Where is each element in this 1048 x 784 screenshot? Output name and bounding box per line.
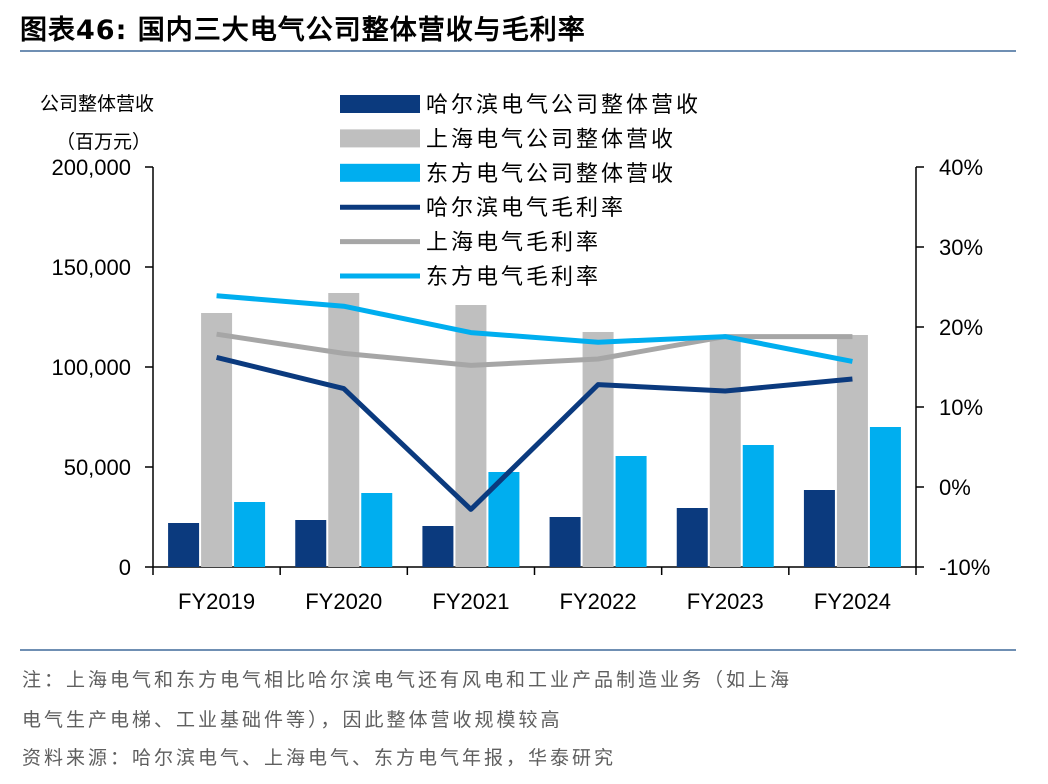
chart: 公司整体营收 （百万元） 0 50,000 100,000 150,000 200,00… (40, 93, 990, 614)
footer-divider (20, 649, 1016, 651)
bar-series0-FY2024 (803, 490, 835, 567)
bar-series0-FY2022 (549, 517, 581, 567)
legend-label: 东方电气毛利率 (426, 265, 601, 290)
bar-series2-FY2023 (742, 445, 774, 567)
legend-swatch-bar (340, 163, 420, 182)
lines (215, 293, 853, 512)
bar-series0-FY2019 (168, 523, 200, 567)
legend-swatch-bar (340, 129, 420, 148)
axes: 0 50,000 100,000 150,000 200,000 -10% 0% 10% 20%… (51, 155, 990, 614)
title-divider (20, 50, 1016, 52)
left-axis-label: 公司整体营收 （百万元） (40, 93, 154, 153)
right-tick-label: 10% (939, 395, 983, 420)
source-note: 资料来源：哈尔滨电气、上海电气、东方电气年报，华泰研究 (22, 747, 617, 769)
x-tick-label: FY2020 (305, 589, 382, 614)
right-tick-label: 30% (939, 235, 983, 260)
bar-series1-FY2021 (455, 305, 487, 567)
chart-title: 图表46: 国内三大电气公司整体营收与毛利率 (20, 15, 586, 46)
left-tick-label: 0 (119, 555, 131, 580)
legend-label: 哈尔滨电气毛利率 (426, 196, 626, 221)
bar-series2-FY2019 (234, 502, 266, 567)
bar-series0-FY2020 (295, 520, 327, 567)
left-tick-label: 150,000 (51, 255, 131, 280)
right-tick-label: 40% (939, 155, 983, 180)
bar-series1-FY2019 (201, 313, 233, 567)
left-tick-label: 100,000 (51, 355, 131, 380)
x-tick-label: FY2019 (178, 589, 255, 614)
legend: 哈尔滨电气公司整体营收上海电气公司整体营收东方电气公司整体营收哈尔滨电气毛利率上… (340, 93, 701, 290)
legend-label: 东方电气公司整体营收 (426, 162, 676, 187)
bar-series0-FY2023 (676, 508, 708, 567)
x-tick-label: FY2022 (560, 589, 637, 614)
bar-series2-FY2020 (361, 493, 393, 567)
left-axis-label-line1: 公司整体营收 (40, 93, 154, 115)
note-line-1: 注：上海电气和东方电气相比哈尔滨电气还有风电和工业产品制造业务（如上海 (22, 669, 793, 691)
left-axis-label-line2: （百万元） (56, 131, 151, 153)
bar-series1-FY2022 (582, 332, 614, 567)
legend-label: 上海电气毛利率 (426, 231, 601, 256)
right-tick-label: 20% (939, 315, 983, 340)
left-tick-label: 50,000 (64, 455, 131, 480)
legend-swatch-bar (340, 95, 420, 113)
line-series-0 (215, 354, 853, 512)
bar-series1-FY2023 (709, 337, 741, 567)
note-line-2: 电气生产电梯、工业基础件等），因此整体营收规模较高 (22, 709, 563, 731)
x-tick-label: FY2024 (814, 589, 891, 614)
bars (168, 293, 901, 567)
right-tick-label: -10% (939, 555, 990, 580)
legend-label: 哈尔滨电气公司整体营收 (426, 93, 701, 118)
left-tick-label: 200,000 (51, 155, 131, 180)
bar-series1-FY2020 (328, 293, 360, 567)
x-tick-label: FY2023 (687, 589, 764, 614)
bar-series0-FY2021 (422, 526, 454, 567)
bar-series2-FY2024 (869, 427, 901, 567)
x-tick-label: FY2021 (432, 589, 509, 614)
right-tick-label: 0% (939, 475, 971, 500)
legend-label: 上海电气公司整体营收 (426, 127, 676, 152)
line-series-2 (216, 293, 853, 364)
line-series-1 (216, 331, 853, 368)
bar-series2-FY2022 (615, 456, 647, 567)
bar-series1-FY2024 (836, 335, 868, 567)
